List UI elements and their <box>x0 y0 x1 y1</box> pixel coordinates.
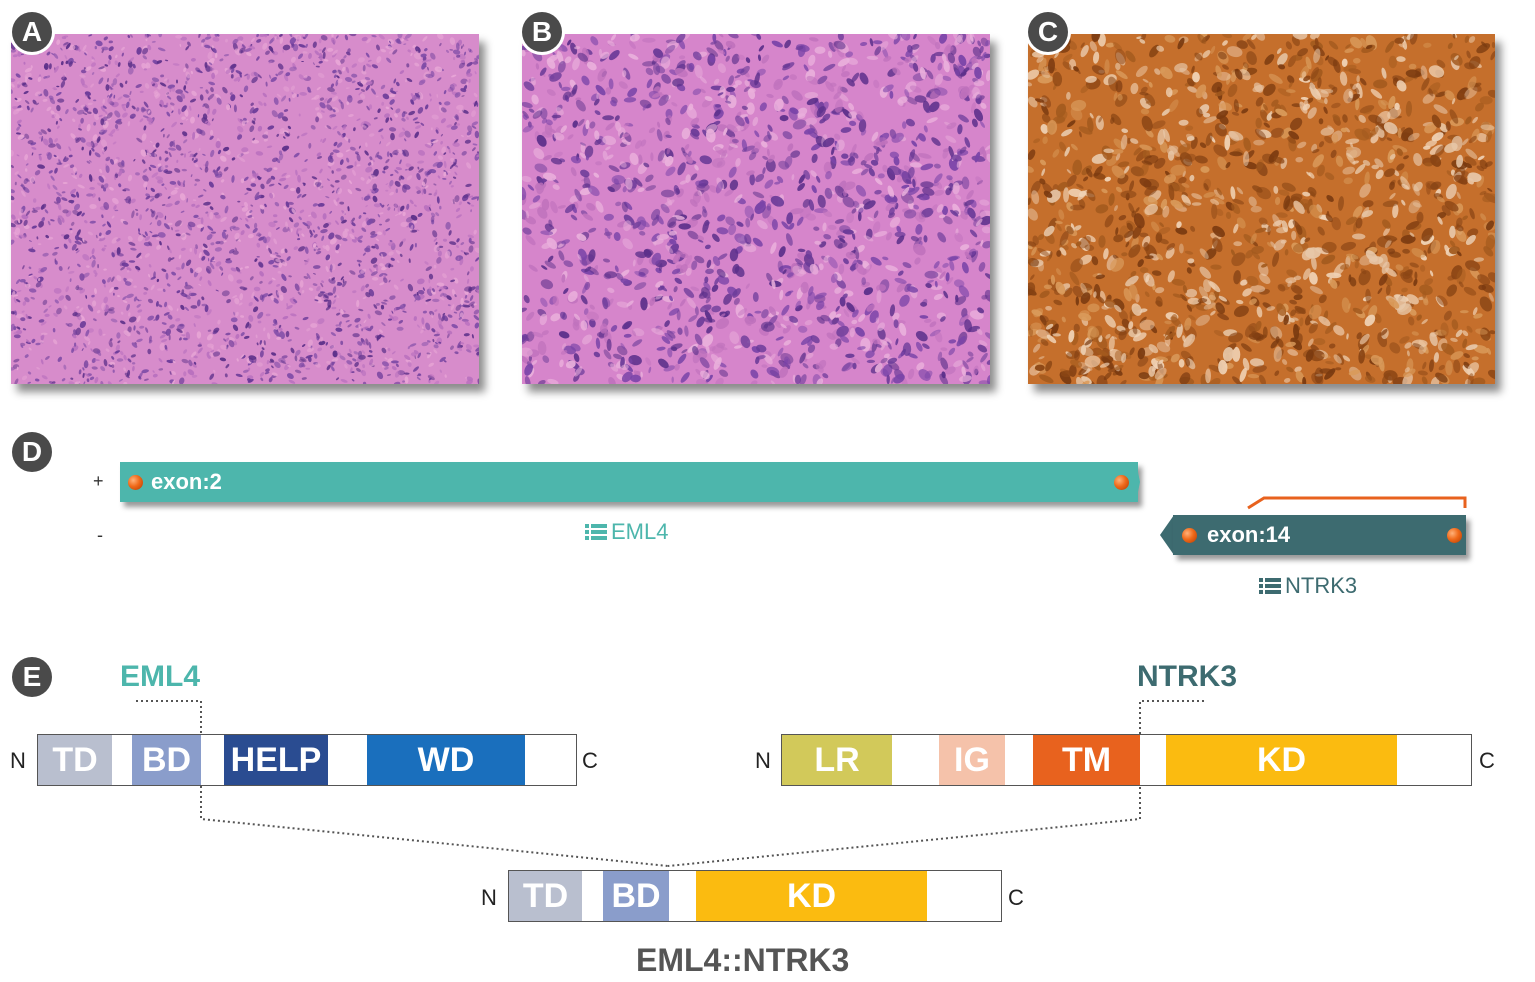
ntrk3-protein-title: NTRK3 <box>1137 660 1238 693</box>
ihc-micrograph-pan-trk <box>1028 34 1495 384</box>
ntrk3-gene-name: NTRK3 <box>1285 573 1358 598</box>
fusion-domain-kd: KD <box>696 871 927 921</box>
fusion-domain-td: TD <box>509 871 582 921</box>
fusion-protein-bar: TD BD KD <box>508 870 1002 922</box>
ntrk3-bar-arrow-tip <box>1160 515 1174 555</box>
eml4-protein-bar: TD BD HELP WD <box>37 734 577 786</box>
ntrk3-domain-lr: LR <box>782 735 892 785</box>
panel-e-badge: E <box>12 657 52 697</box>
eml4-domain-wd: WD <box>367 735 525 785</box>
exon-start-marker <box>1182 527 1197 543</box>
ntrk3-domain-kd: KD <box>1166 735 1397 785</box>
exon-end-marker <box>1114 474 1129 490</box>
eml4-c-terminus: C <box>582 748 598 773</box>
eml4-n-terminus: N <box>10 748 26 773</box>
eml4-domain-bd: BD <box>132 735 201 785</box>
he-micrograph-high-power <box>522 34 990 384</box>
ntrk3-protein-bar: LR IG TM KD <box>781 734 1472 786</box>
eml4-exon-label: exon:2 <box>151 469 222 494</box>
fusion-name: EML4::NTRK3 <box>636 942 850 978</box>
eml4-gene-label: EML4 <box>585 519 668 545</box>
ntrk3-direction-arrow <box>1247 496 1467 510</box>
panel-b-badge: B <box>522 12 562 52</box>
panel-c-badge: C <box>1028 12 1068 52</box>
ntrk3-domain-ig: IG <box>939 735 1005 785</box>
minus-strand-label: - <box>97 525 103 545</box>
panel-d-badge: D <box>12 432 52 472</box>
fusion-c-terminus: C <box>1008 885 1024 910</box>
eml4-gene-name: EML4 <box>611 519 669 544</box>
eml4-bar-arrow-tip <box>1136 462 1140 502</box>
he-micrograph-low-power <box>11 34 479 384</box>
ntrk3-domain-tm: TM <box>1033 735 1140 785</box>
eml4-domain-td: TD <box>38 735 112 785</box>
plus-strand-label: + <box>93 471 104 491</box>
ntrk3-gene-label: NTRK3 <box>1259 573 1357 599</box>
exon-end-marker <box>1447 527 1462 543</box>
list-icon <box>585 523 607 541</box>
eml4-domain-help: HELP <box>224 735 328 785</box>
ntrk3-exon-bar: exon:14 <box>1173 515 1466 555</box>
fusion-domain-bd: BD <box>603 871 669 921</box>
ntrk3-c-terminus: C <box>1479 748 1495 773</box>
panel-a-badge: A <box>12 12 52 52</box>
ntrk3-n-terminus: N <box>755 748 771 773</box>
eml4-exon-bar: exon:2 <box>120 462 1138 502</box>
exon-start-marker <box>128 474 143 490</box>
fusion-n-terminus: N <box>481 885 497 910</box>
ntrk3-exon-label: exon:14 <box>1207 522 1291 547</box>
eml4-protein-title: EML4 <box>120 660 201 693</box>
list-icon <box>1259 577 1281 595</box>
